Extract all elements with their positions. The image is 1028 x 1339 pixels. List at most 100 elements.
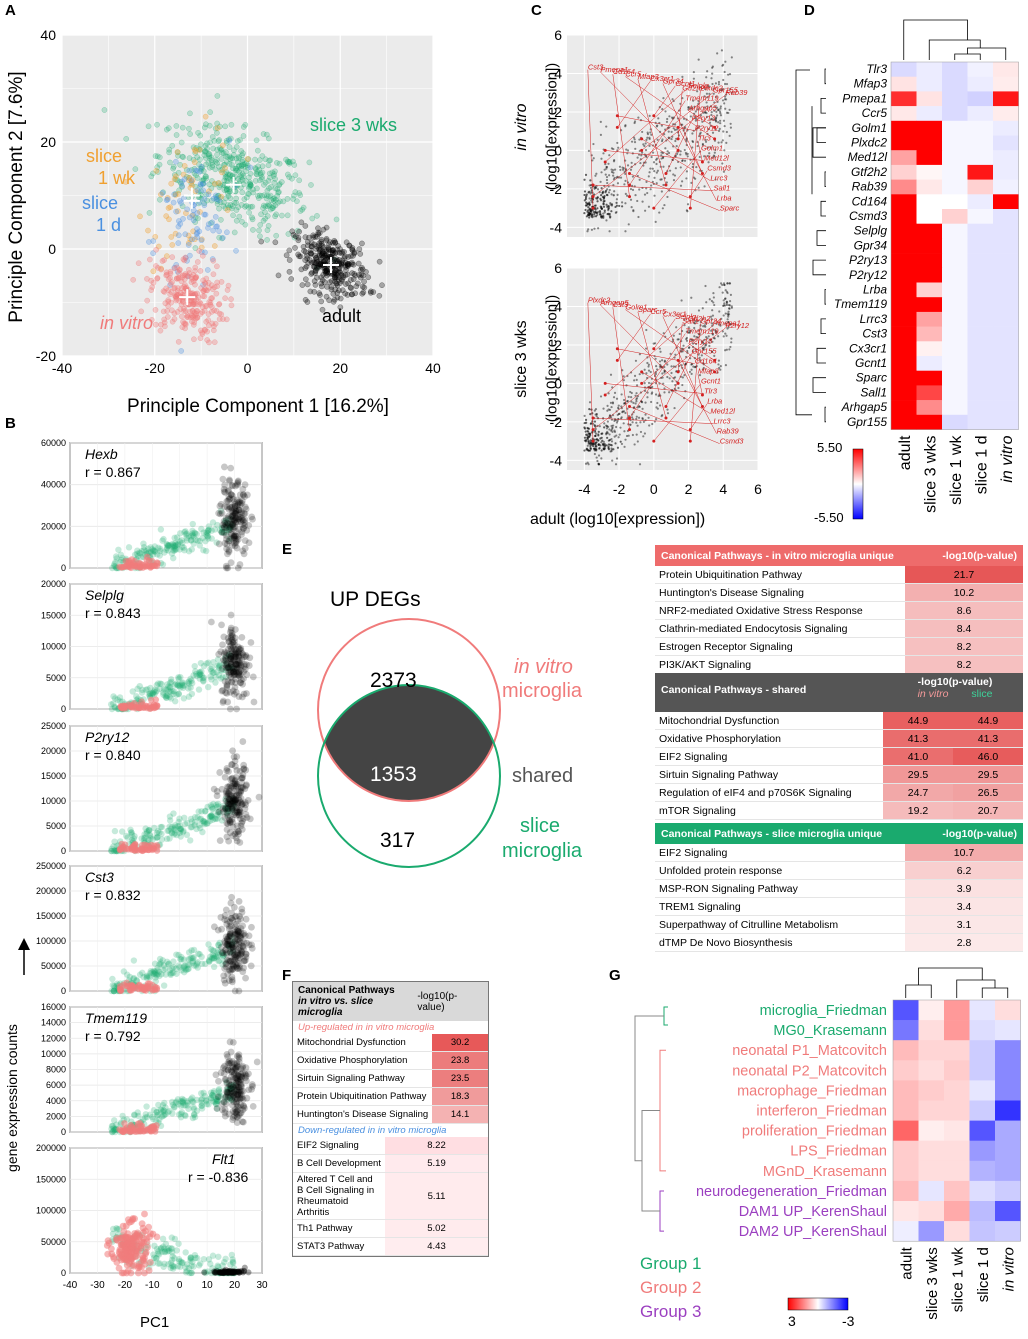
scatter-c-point — [605, 125, 608, 128]
scatter-b-ytick: 20000 — [41, 521, 66, 531]
scatter-b-ytick: 15000 — [41, 771, 66, 781]
scatter-c-point — [653, 170, 656, 173]
scatter-c-point — [717, 363, 720, 366]
pca-point — [214, 223, 220, 230]
scatter-c-point — [600, 457, 603, 460]
scatter-b-point-adult — [249, 1102, 257, 1110]
scatter-b-point-slice — [134, 1109, 141, 1116]
pca-point — [239, 152, 245, 159]
scatter-c-gene-label: Tlr3 — [698, 134, 712, 143]
pca-point — [209, 320, 216, 327]
pca-point — [250, 227, 256, 233]
pca-point — [299, 206, 306, 213]
scatter-c-point — [605, 178, 609, 182]
scatter-b-point-adult — [233, 544, 241, 552]
pca-point — [190, 228, 197, 235]
pca-point — [323, 267, 330, 274]
pca-point — [342, 272, 349, 278]
pca-point — [262, 156, 269, 163]
pca-point — [181, 276, 188, 283]
pca-point — [194, 167, 201, 174]
scatter-b-point-adult — [224, 564, 232, 572]
pca-point — [335, 265, 342, 272]
scatter-b-point-slice — [204, 532, 211, 540]
scatter-b-point-slice — [161, 549, 168, 556]
scatter-b-point-slice — [183, 530, 190, 537]
pca-point — [203, 161, 210, 168]
pca-point — [162, 300, 169, 307]
scatter-c-point — [656, 401, 659, 405]
pca-point — [246, 183, 253, 190]
scatter-c-point — [725, 130, 728, 134]
pca-point — [335, 243, 341, 249]
scatter-c-point — [599, 120, 602, 123]
pca-point — [317, 246, 323, 253]
scatter-b-point-slice — [125, 544, 133, 551]
pca-point — [318, 280, 325, 287]
pca-point — [335, 274, 342, 281]
scatter-b-ytick: 0 — [61, 986, 66, 996]
scatter-b-point-adult — [238, 800, 246, 808]
scatter-b-point-adult — [215, 650, 223, 658]
scatter-c-point — [635, 417, 638, 421]
scatter-c-gene-point — [652, 114, 656, 118]
pca-point — [157, 327, 164, 334]
pca-point — [303, 263, 310, 270]
pca-point — [306, 234, 312, 241]
pca-point — [319, 250, 326, 257]
scatter-c-point — [614, 205, 617, 209]
pca-point — [173, 293, 179, 300]
pca-point — [267, 192, 274, 199]
scatter-c-point — [662, 183, 665, 187]
pca-point — [213, 196, 220, 203]
pca-point — [244, 164, 251, 171]
scatter-b-point-slice — [113, 1225, 120, 1232]
scatter-b-point-adult — [225, 768, 232, 775]
scatter-b-ytick: 100000 — [36, 1206, 66, 1216]
pca-point — [188, 167, 195, 173]
pca-point — [298, 266, 305, 273]
scatter-b-point-slice — [147, 544, 154, 551]
scatter-b-point-slice — [136, 549, 143, 556]
pca-point — [238, 174, 245, 181]
scatter-b-point-adult — [238, 774, 245, 782]
pca-point — [150, 268, 157, 275]
pca-point — [304, 252, 310, 259]
pca-point — [222, 174, 229, 181]
pca-point — [270, 205, 276, 211]
scatter-c-point — [728, 72, 732, 76]
scatter-b-point-invitro — [146, 1233, 154, 1241]
pca-point — [343, 239, 350, 246]
pca-point — [197, 168, 204, 174]
pca-point — [290, 158, 296, 165]
scatter-c-point — [594, 215, 598, 218]
pca-point — [334, 289, 341, 296]
pca-point — [157, 196, 163, 203]
scatter-b-point-adult — [242, 974, 249, 982]
scatter-b-point-invitro — [153, 1233, 161, 1241]
scatter-b-point-slice — [209, 519, 217, 526]
pca-point — [333, 274, 340, 281]
pca-xtick: 0 — [244, 360, 252, 376]
scatter-b-point-adult — [245, 1070, 252, 1078]
pca-point — [186, 125, 192, 132]
scatter-c-point — [592, 142, 595, 146]
scatter-b-point-slice — [181, 682, 188, 689]
scatter-c-point — [615, 198, 618, 201]
scatter-c-point — [688, 370, 692, 374]
scatter-b-point-slice — [167, 676, 175, 683]
pca-point — [257, 233, 263, 240]
pca-point — [314, 264, 320, 271]
pca-point — [205, 151, 212, 158]
scatter-b-point-slice — [204, 683, 212, 691]
pca-point — [259, 176, 265, 182]
pca-point — [324, 283, 330, 290]
pca-point — [197, 181, 204, 187]
scatter-c-point — [624, 411, 627, 415]
scatter-c-gene-point — [688, 195, 692, 199]
pca-point — [348, 285, 354, 292]
scatter-b-point-adult — [229, 747, 237, 755]
scatter-c-gene-point — [603, 148, 607, 152]
pca-point — [212, 158, 219, 165]
pca-point — [332, 273, 338, 280]
